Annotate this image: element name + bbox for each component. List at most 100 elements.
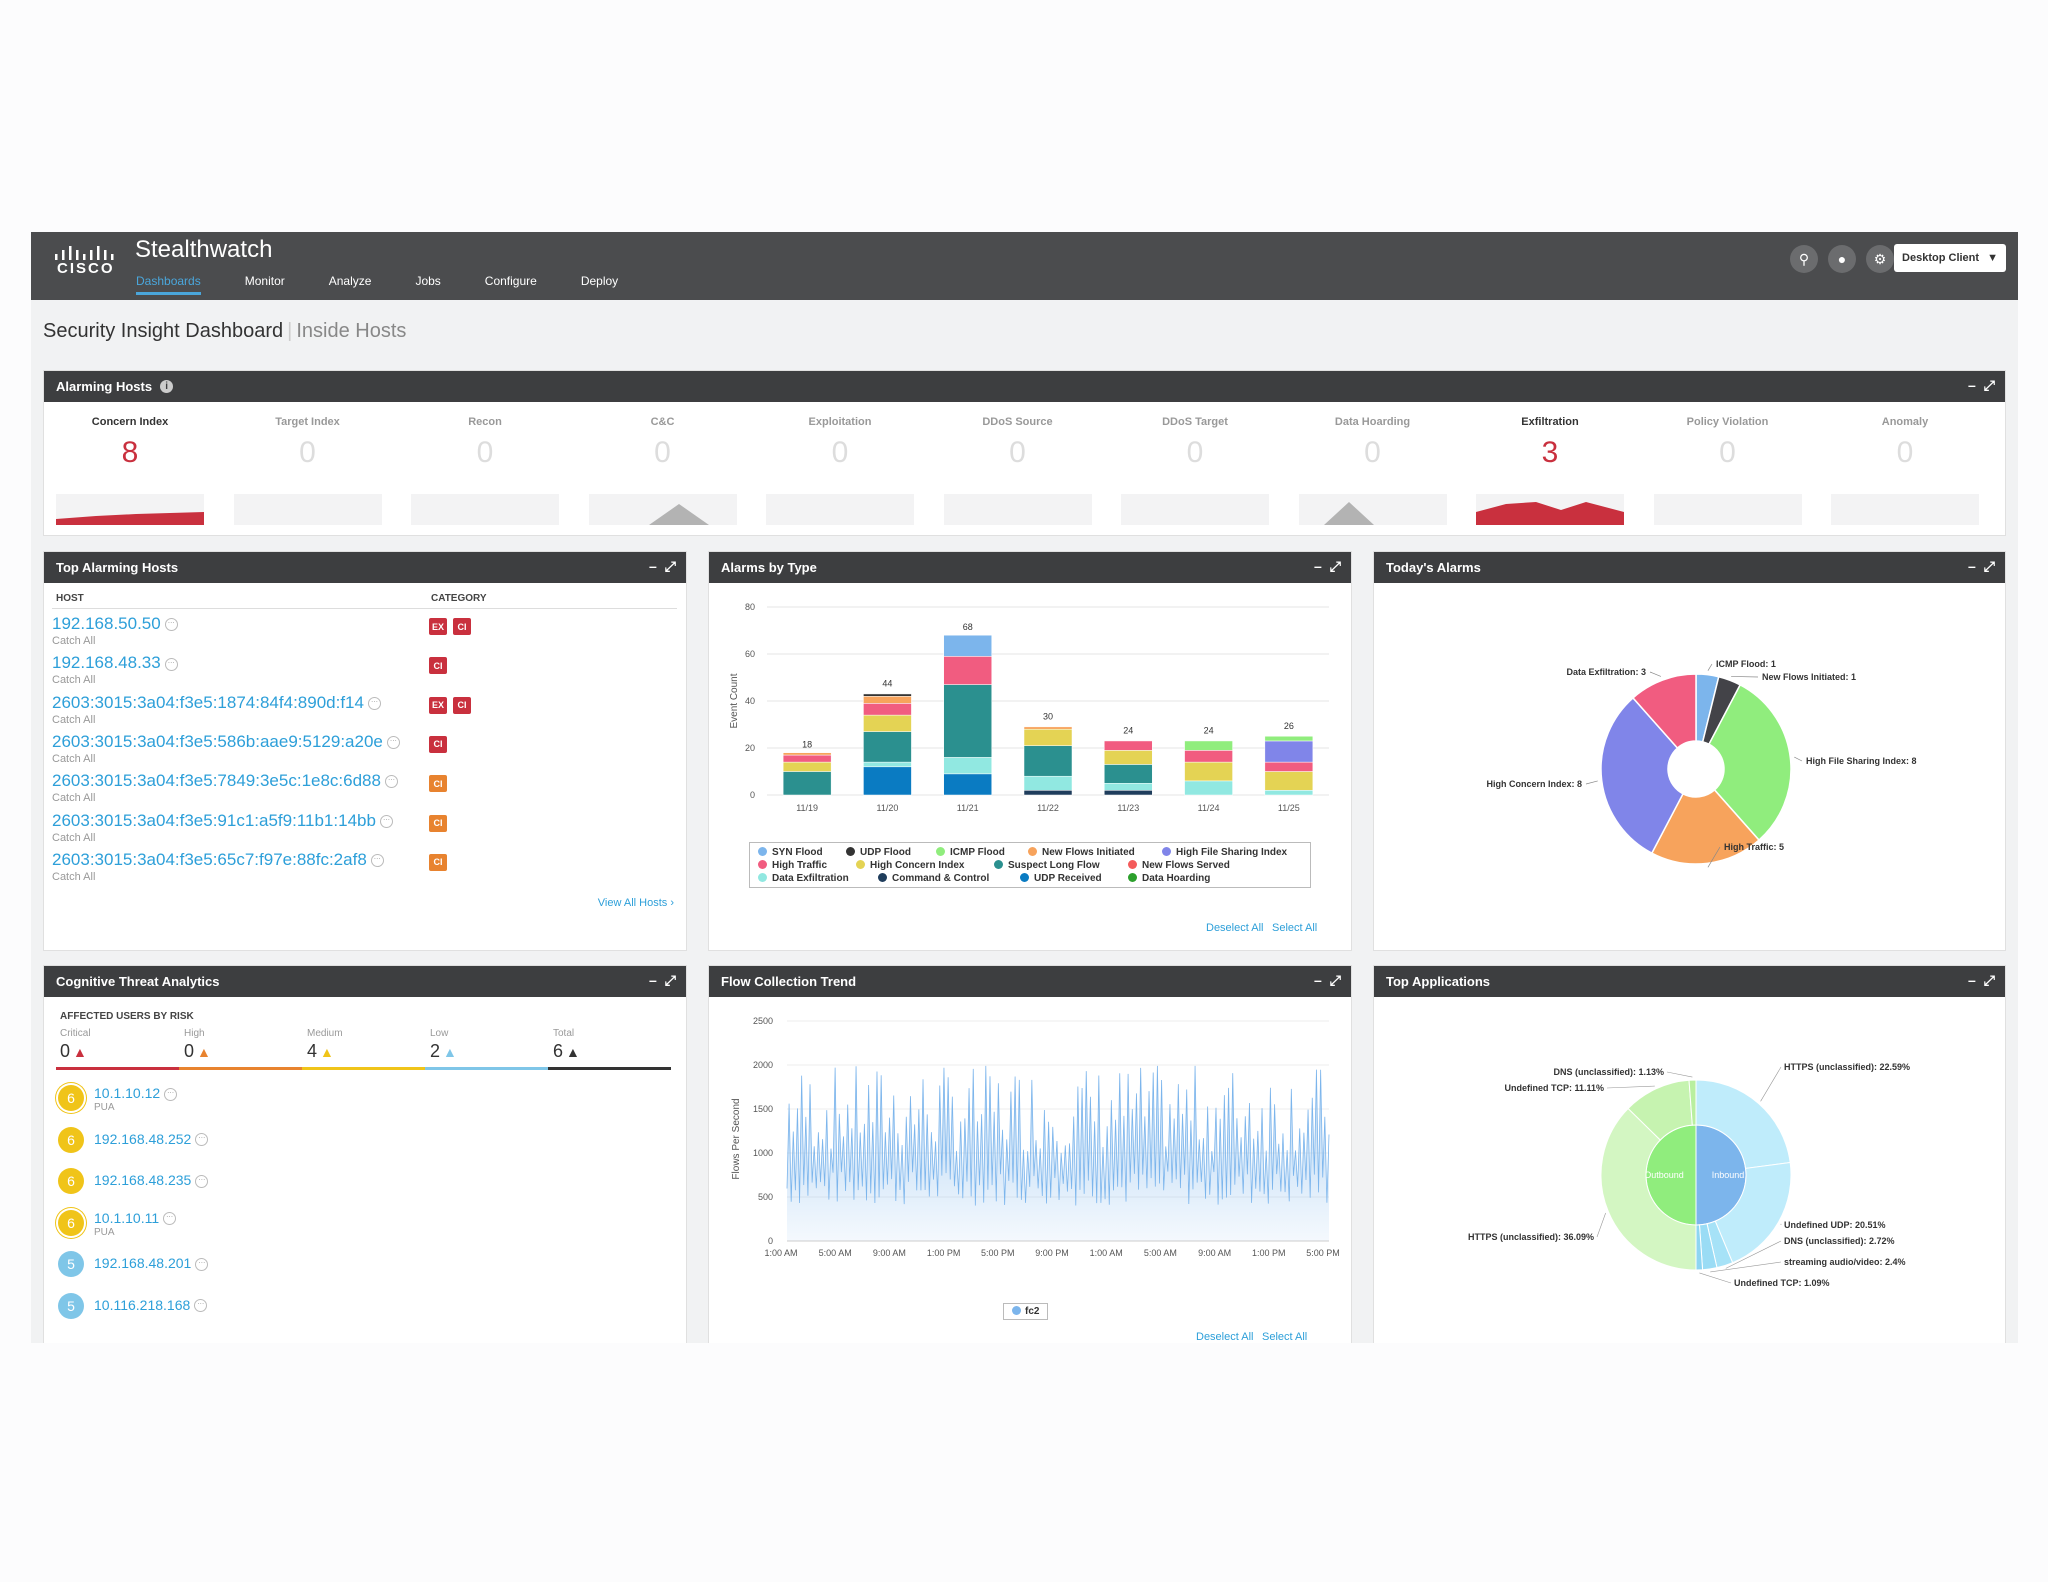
legend-item[interactable]: Data Exfiltration (758, 873, 849, 884)
cta-user-row[interactable]: 5 10.116.218.168 ⋯ (58, 1292, 658, 1329)
more-options-icon[interactable]: ⋯ (386, 736, 400, 750)
more-options-icon[interactable]: ⋯ (367, 696, 381, 710)
metric-concern-index[interactable]: Concern Index 8 (56, 402, 204, 525)
host-link[interactable]: 2603:3015:3a04:f3e5:7849:3e5c:1e8c:6d88 (52, 771, 381, 791)
metric-exfiltration[interactable]: Exfiltration 3 (1476, 402, 1624, 525)
metric-exploitation[interactable]: Exploitation 0 (766, 402, 914, 525)
nav-monitor[interactable]: Monitor (244, 274, 285, 288)
more-options-icon[interactable]: ⋯ (164, 1087, 178, 1101)
more-options-icon[interactable]: ⋯ (164, 618, 178, 632)
minimize-icon[interactable]: – (1968, 558, 1976, 574)
legend-item[interactable]: High File Sharing Index (1162, 847, 1287, 858)
deselect-all-link[interactable]: Deselect All (1206, 922, 1264, 934)
legend-item[interactable]: High Traffic (758, 860, 827, 871)
expand-icon[interactable]: ⤢ (1329, 972, 1341, 988)
nav-deploy[interactable]: Deploy (580, 274, 619, 288)
legend-item[interactable]: New Flows Initiated (1028, 847, 1135, 858)
search-icon[interactable]: ⚲ (1790, 245, 1818, 273)
nav-configure[interactable]: Configure (484, 274, 537, 288)
legend-item[interactable]: UDP Received (1020, 873, 1102, 884)
host-link[interactable]: 192.168.48.33 (52, 653, 161, 673)
metric-ddos-source[interactable]: DDoS Source 0 (943, 402, 1092, 525)
concern-index-tag[interactable]: CI (429, 853, 447, 871)
cta-user-row[interactable]: 6 10.1.10.11 ⋯ PUA (58, 1209, 658, 1246)
concern-index-tag[interactable]: CI (453, 618, 471, 635)
info-icon[interactable]: i (160, 380, 174, 393)
expand-icon[interactable]: ⤢ (1983, 558, 1995, 574)
legend-item[interactable]: Command & Control (878, 873, 989, 884)
concern-index-tag[interactable]: CI (429, 735, 447, 753)
select-all-link[interactable]: Select All (1272, 922, 1318, 934)
more-options-icon[interactable]: ⋯ (195, 1174, 209, 1188)
concern-index-tag[interactable]: CI (429, 814, 447, 832)
select-all-link[interactable]: Select All (1262, 1331, 1308, 1343)
more-options-icon[interactable]: ⋯ (195, 1257, 209, 1271)
nav-analyze[interactable]: Analyze (328, 274, 372, 288)
cta-user-row[interactable]: 6 192.168.48.235 ⋯ (58, 1168, 658, 1204)
concern-index-tag[interactable]: CI (429, 657, 447, 675)
expand-icon[interactable]: ⤢ (1329, 558, 1341, 574)
view-all-hosts-link[interactable]: View All Hosts › (598, 897, 674, 909)
gear-icon[interactable]: ⚙ (1866, 245, 1894, 273)
more-options-icon[interactable]: ⋯ (384, 775, 398, 789)
more-options-icon[interactable]: ⋯ (370, 854, 384, 868)
metric-anomaly[interactable]: Anomaly 0 (1831, 402, 1979, 525)
host-link[interactable]: 2603:3015:3a04:f3e5:1874:84f4:890d:f14 (52, 692, 364, 712)
more-options-icon[interactable]: ⋯ (163, 1212, 177, 1226)
host-link[interactable]: 192.168.50.50 (52, 614, 161, 633)
user-ip-link[interactable]: 192.168.48.252 (94, 1130, 192, 1147)
minimize-icon[interactable]: – (1314, 972, 1322, 988)
nav-dashboards[interactable]: Dashboards (136, 274, 201, 295)
risk-critical[interactable]: Critical 0 ▲ (60, 1028, 91, 1062)
metric-c-c[interactable]: C&C 0 (588, 402, 737, 525)
legend-item[interactable]: Suspect Long Flow (994, 860, 1100, 871)
cta-user-row[interactable]: 6 10.1.10.12 ⋯ PUA (58, 1085, 658, 1121)
expand-icon[interactable]: ⤢ (664, 972, 676, 988)
metric-data-hoarding[interactable]: Data Hoarding 0 (1298, 402, 1447, 525)
legend-item[interactable]: ICMP Flood (936, 847, 1005, 858)
user-ip-link[interactable]: 192.168.48.201 (94, 1255, 192, 1271)
host-link[interactable]: 2603:3015:3a04:f3e5:65c7:f97e:88fc:2af8 (52, 849, 367, 869)
minimize-icon[interactable]: – (1314, 558, 1322, 574)
more-options-icon[interactable]: ⋯ (195, 1133, 209, 1147)
legend-item[interactable]: New Flows Served (1128, 860, 1230, 871)
metric-target-index[interactable]: Target Index 0 (233, 402, 382, 525)
user-icon[interactable]: ● (1828, 245, 1856, 273)
minimize-icon[interactable]: – (649, 972, 657, 988)
more-options-icon[interactable]: ⋯ (164, 657, 178, 671)
expand-icon[interactable]: ⤢ (1983, 377, 1995, 393)
desktop-client-button[interactable]: Desktop Client ▼ (1894, 244, 2006, 272)
user-ip-link[interactable]: 10.116.218.168 (94, 1296, 191, 1313)
more-options-icon[interactable]: ⋯ (379, 814, 393, 828)
legend-item[interactable]: UDP Flood (846, 847, 911, 858)
legend-item[interactable]: SYN Flood (758, 847, 823, 858)
host-link[interactable]: 2603:3015:3a04:f3e5:91c1:a5f9:11b1:14bb (52, 810, 376, 830)
cta-user-row[interactable]: 5 192.168.48.201 ⋯ (58, 1251, 658, 1287)
expand-icon[interactable]: ⤢ (664, 558, 676, 574)
more-options-icon[interactable]: ⋯ (194, 1299, 208, 1313)
expand-icon[interactable]: ⤢ (1983, 972, 1995, 988)
concern-index-tag[interactable]: CI (453, 696, 471, 714)
legend-item[interactable]: High Concern Index (856, 860, 964, 871)
risk-low[interactable]: Low 2 ▲ (430, 1028, 457, 1062)
risk-medium[interactable]: Medium 4 ▲ (307, 1028, 343, 1062)
host-link[interactable]: 2603:3015:3a04:f3e5:586b:aae9:5129:a20e (52, 731, 383, 751)
deselect-all-link[interactable]: Deselect All (1196, 1331, 1254, 1343)
minimize-icon[interactable]: – (1968, 972, 1976, 988)
user-ip-link[interactable]: 10.1.10.12 (94, 1085, 161, 1101)
risk-high[interactable]: High 0 ▲ (184, 1028, 211, 1062)
flow-legend[interactable]: fc2 (1003, 1303, 1049, 1320)
metric-policy-violation[interactable]: Policy Violation 0 (1653, 402, 1802, 525)
nav-jobs[interactable]: Jobs (415, 274, 441, 288)
minimize-icon[interactable]: – (649, 558, 657, 574)
metric-ddos-target[interactable]: DDoS Target 0 (1121, 402, 1269, 525)
exfiltration-tag[interactable]: EX (429, 618, 447, 635)
minimize-icon[interactable]: – (1968, 377, 1976, 393)
cta-user-row[interactable]: 6 192.168.48.252 ⋯ (58, 1126, 658, 1163)
legend-item[interactable]: Data Hoarding (1128, 873, 1210, 884)
concern-index-tag[interactable]: CI (429, 775, 447, 793)
metric-recon[interactable]: Recon 0 (411, 402, 559, 525)
user-ip-link[interactable]: 192.168.48.235 (94, 1172, 192, 1188)
user-ip-link[interactable]: 10.1.10.11 (94, 1209, 160, 1226)
exfiltration-tag[interactable]: EX (429, 696, 447, 714)
